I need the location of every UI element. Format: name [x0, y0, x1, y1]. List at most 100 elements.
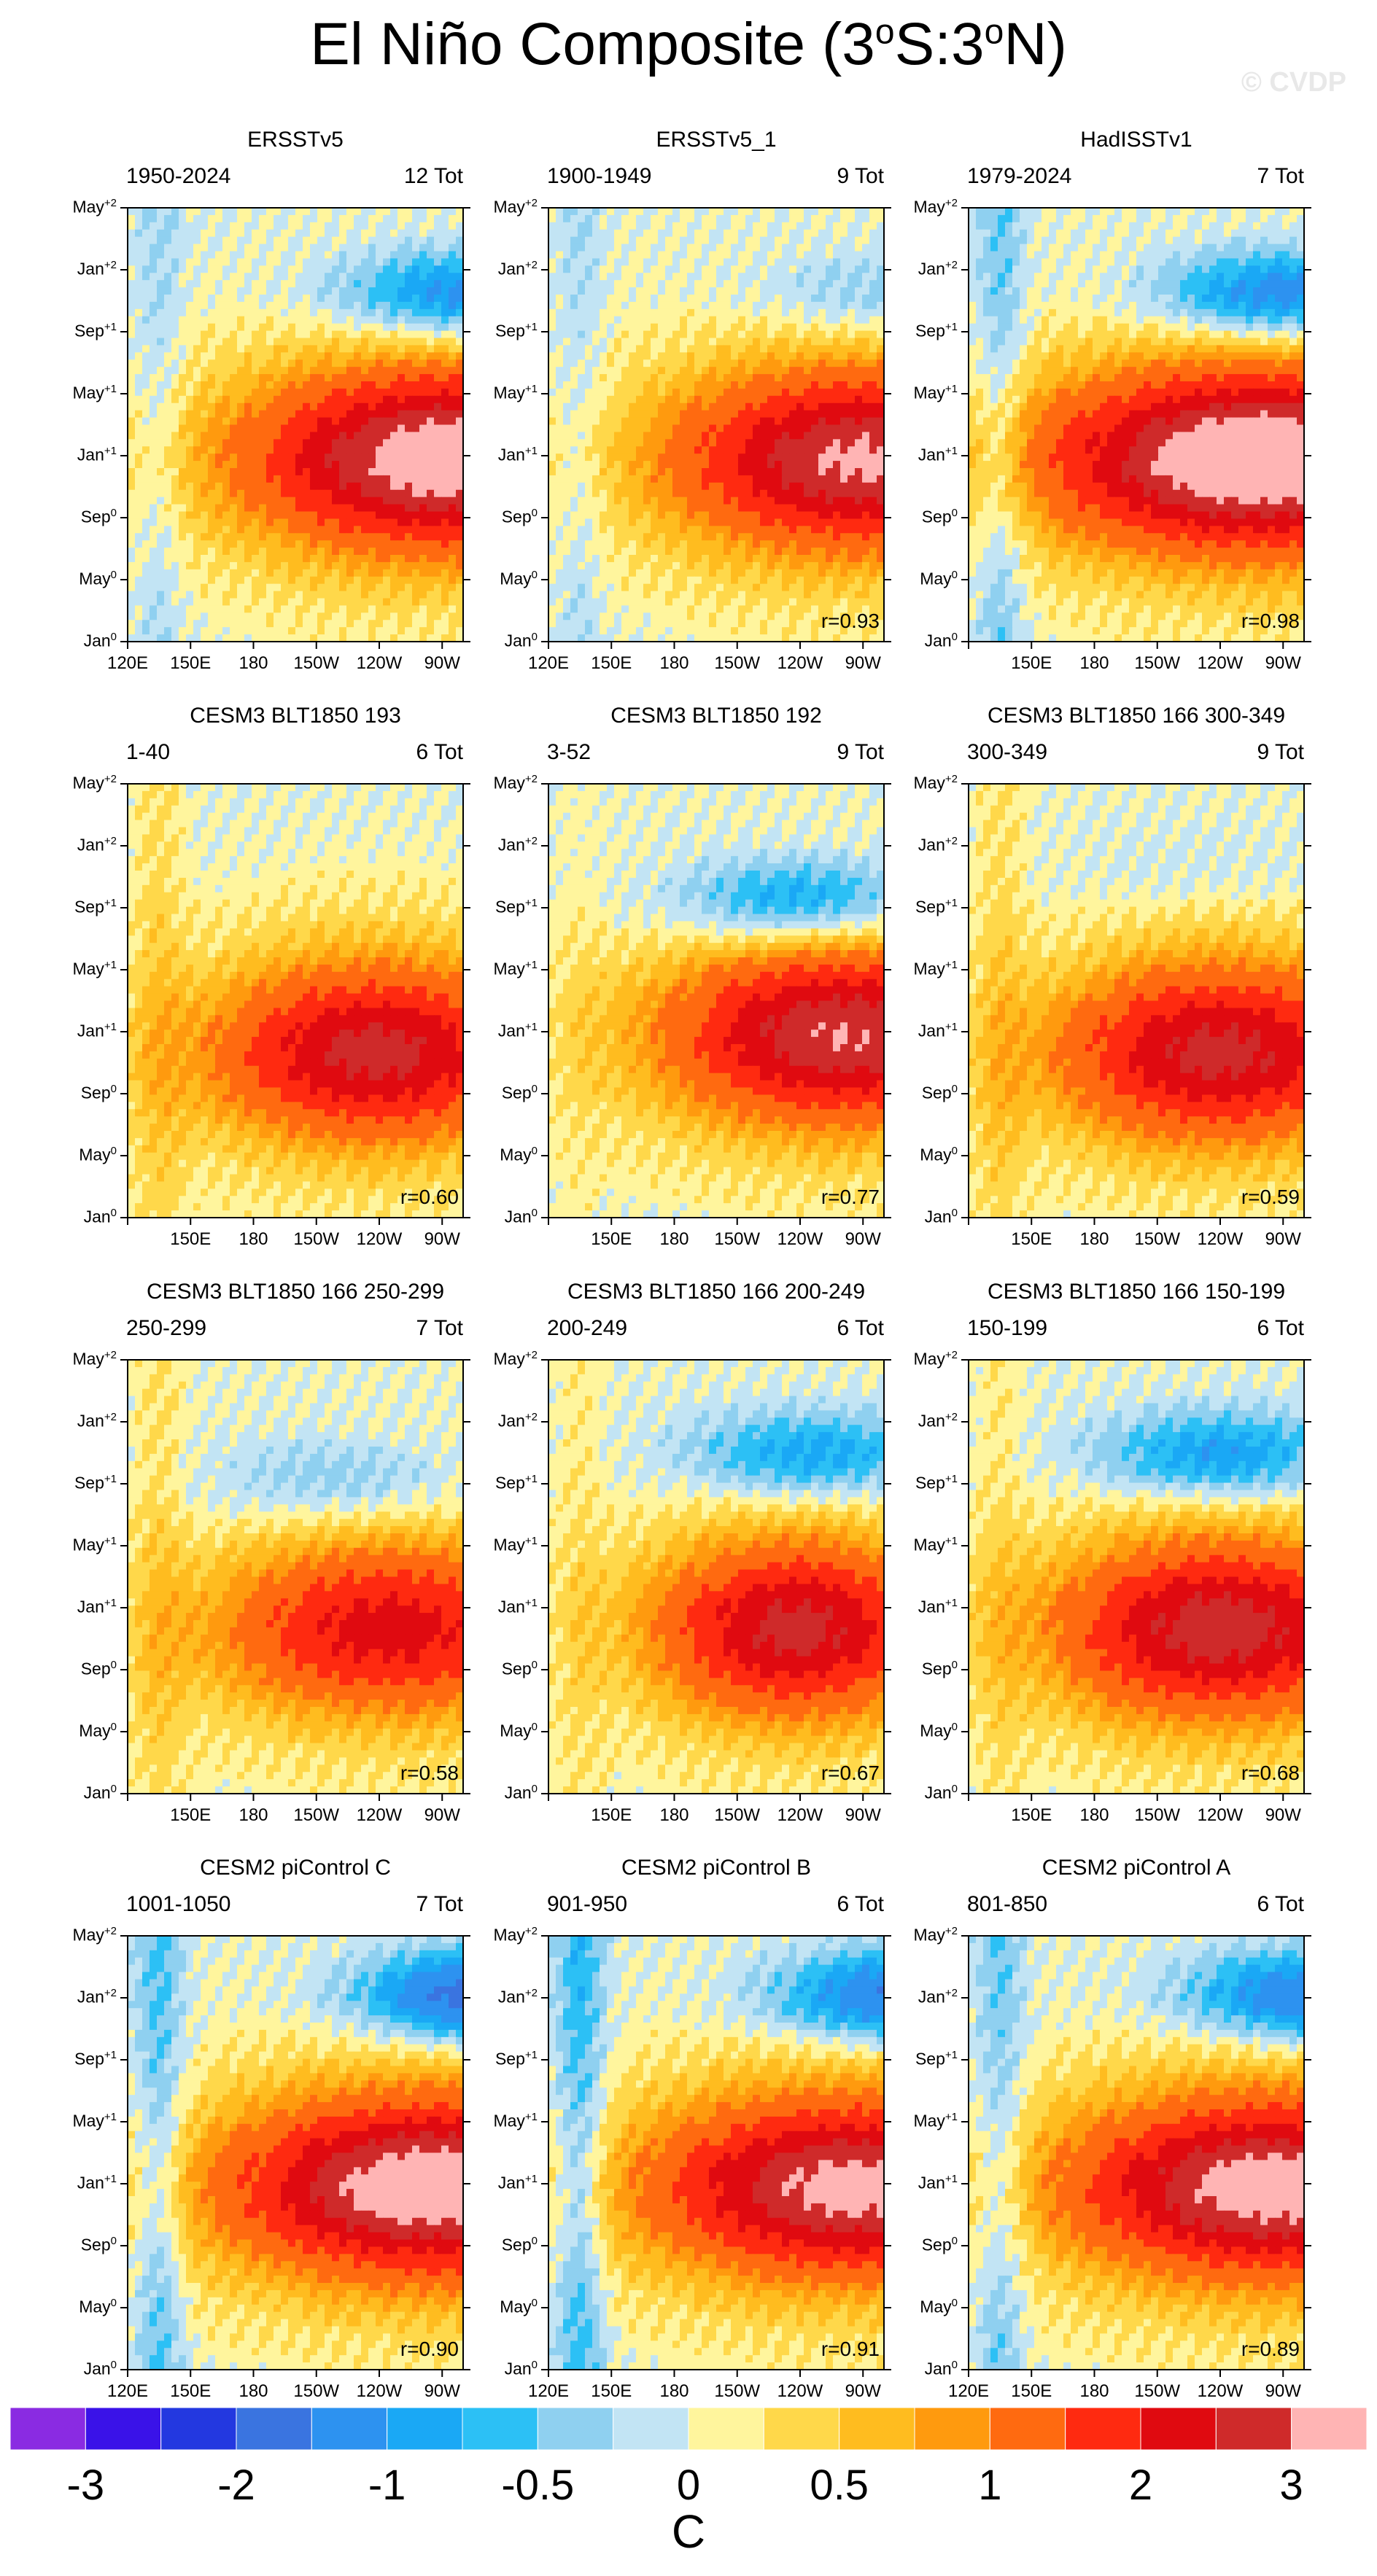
heatmap-cell [427, 468, 435, 476]
heatmap-cell [281, 518, 289, 526]
heatmap-cell [855, 214, 863, 223]
heatmap-cell [244, 359, 252, 367]
heatmap-cell [332, 323, 340, 332]
heatmap-cell [592, 308, 600, 317]
heatmap-cell [252, 432, 260, 440]
heatmap-cell [840, 446, 848, 454]
heatmap-cell [259, 598, 267, 607]
heatmap-cell [215, 395, 223, 404]
heatmap-cell [804, 388, 812, 397]
heatmap-cell [252, 504, 260, 513]
heatmap-cell [252, 605, 260, 613]
heatmap-cell [368, 482, 376, 491]
heatmap-cell [847, 518, 856, 526]
heatmap-cell [427, 489, 435, 498]
heatmap-cell [244, 475, 252, 483]
heatmap-cell [621, 359, 629, 367]
heatmap-cell [281, 576, 289, 585]
heatmap-cell [862, 273, 870, 281]
heatmap-cell [665, 323, 673, 332]
heatmap-cell [288, 561, 296, 570]
heatmap-cell [383, 511, 391, 520]
heatmap-cell [869, 475, 877, 483]
heatmap-cell [643, 229, 651, 238]
heatmap-cell [818, 265, 826, 273]
heatmap-cell [266, 627, 274, 635]
heatmap-cell [556, 323, 564, 332]
heatmap-cell [201, 424, 209, 433]
heatmap-cell [651, 518, 659, 526]
heatmap-cell [563, 287, 571, 295]
heatmap-cell [621, 482, 629, 491]
heatmap-cell [171, 214, 179, 223]
heatmap-cell [288, 214, 296, 223]
heatmap-cell [585, 446, 593, 454]
heatmap-cell [383, 208, 391, 216]
heatmap-cell [578, 367, 586, 375]
heatmap-cell [441, 229, 449, 238]
heatmap-cell [295, 388, 303, 397]
heatmap-cell [449, 323, 457, 332]
heatmap-cell [826, 273, 834, 281]
heatmap-cell [397, 620, 406, 628]
heatmap-cell [193, 569, 201, 577]
heatmap-cell [405, 555, 413, 563]
heatmap-cell [775, 222, 783, 230]
heatmap-cell [643, 244, 651, 252]
heatmap-cell [449, 627, 457, 635]
heatmap-cell [332, 627, 340, 635]
heatmap-cell [135, 511, 143, 520]
heatmap-cell [135, 244, 143, 252]
heatmap-cell [157, 540, 165, 548]
heatmap-cell [449, 511, 457, 520]
heatmap-cell [760, 489, 768, 498]
heatmap-cell [376, 627, 384, 635]
heatmap-cell [658, 273, 666, 281]
heatmap-cell [237, 518, 245, 526]
heatmap-cell [281, 482, 289, 491]
heatmap-cell [449, 468, 457, 476]
heatmap-cell [274, 280, 282, 288]
heatmap-cell [295, 222, 303, 230]
heatmap-cell [303, 598, 311, 607]
heatmap-cell [412, 583, 420, 592]
heatmap-cell [266, 612, 274, 620]
heatmap-cell [179, 432, 187, 440]
heatmap-cell [818, 526, 826, 534]
heatmap-cell [157, 504, 165, 513]
heatmap-cell [775, 454, 783, 462]
heatmap-cell [651, 540, 659, 548]
heatmap-cell [135, 583, 143, 592]
heatmap-cell [419, 627, 427, 635]
heatmap-cell [636, 461, 644, 469]
heatmap-cell [135, 634, 143, 642]
heatmap-cell [171, 244, 179, 252]
heatmap-cell [368, 280, 376, 288]
heatmap-cell [171, 504, 179, 513]
heatmap-cell [614, 518, 622, 526]
heatmap-cell [354, 359, 362, 367]
heatmap-cell [796, 402, 804, 411]
heatmap-cell [434, 561, 442, 570]
heatmap-cell [441, 540, 449, 548]
heatmap-cell [621, 374, 629, 382]
heatmap-cell [855, 511, 863, 520]
heatmap-cell [556, 229, 564, 238]
heatmap-cell [295, 410, 303, 419]
heatmap-cell [592, 359, 600, 367]
heatmap-cell [826, 417, 834, 426]
heatmap-cell [621, 265, 629, 273]
heatmap-cell [317, 214, 325, 223]
heatmap-cell [361, 251, 369, 260]
heatmap-cell [252, 410, 260, 419]
heatmap-cell [680, 432, 688, 440]
heatmap-cell [354, 402, 362, 411]
heatmap-cell [346, 345, 354, 353]
heatmap-cell [563, 258, 571, 266]
heatmap-cell [672, 208, 680, 216]
heatmap-cell [556, 518, 564, 526]
heatmap-cell [332, 338, 340, 346]
heatmap-cell [621, 338, 629, 346]
heatmap-cell [164, 214, 172, 223]
heatmap-cell [193, 388, 201, 397]
